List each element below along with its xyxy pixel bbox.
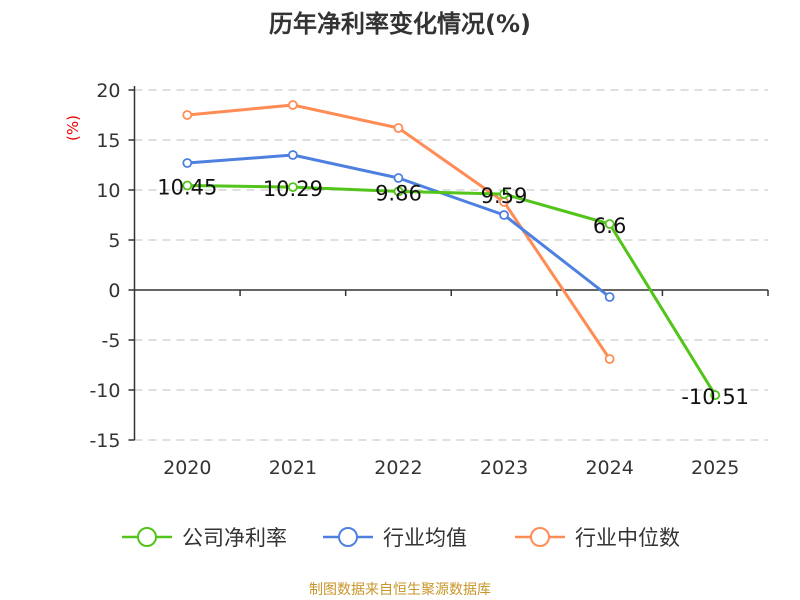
legend-marker-icon [530, 527, 550, 547]
x-tick-label: 2023 [480, 457, 528, 479]
data-point [499, 189, 509, 200]
data-point [287, 100, 298, 110]
data-point [287, 150, 298, 160]
legend-item[interactable]: 公司净利率 [122, 526, 287, 550]
y-axis-label: (%) [64, 115, 82, 141]
legend-label: 行业中位数 [575, 526, 680, 550]
y-tick-label: 10 [96, 180, 120, 202]
legend-label: 公司净利率 [182, 526, 287, 550]
y-tick-label: 5 [108, 230, 120, 252]
data-point [393, 123, 404, 133]
legend-marker-icon [137, 527, 157, 547]
data-label: 10.45 [157, 176, 217, 200]
data-point [604, 219, 615, 229]
chart-title: 历年净利率变化情况(%) [269, 10, 531, 38]
data-point [393, 173, 404, 183]
legend-label: 行业均值 [383, 526, 467, 550]
y-tick-label: 0 [108, 280, 120, 302]
x-tick-label: 2025 [691, 457, 739, 479]
data-point [182, 180, 193, 191]
data-point [182, 158, 193, 168]
y-tick-label: 20 [96, 80, 120, 102]
y-tick-label: -15 [89, 430, 120, 452]
data-point [499, 210, 509, 220]
series-line [187, 184, 717, 396]
data-label: 9.59 [481, 184, 528, 208]
y-tick-label: -10 [89, 380, 120, 402]
data-label: 6.6 [593, 214, 626, 238]
data-point [604, 354, 615, 364]
data-label: -10.51 [681, 385, 749, 409]
footer-source: 制图数据来自恒生聚源数据库 [309, 582, 491, 598]
data-label: 9.86 [375, 181, 422, 205]
legend-marker-icon [338, 527, 358, 547]
legend-item[interactable]: 行业中位数 [515, 526, 680, 550]
data-point [287, 182, 298, 193]
data-label: 10.29 [263, 177, 323, 201]
y-tick-label: -5 [102, 330, 121, 352]
x-tick-label: 2021 [269, 457, 317, 479]
data-point [604, 292, 615, 302]
x-tick-label: 2022 [374, 457, 422, 479]
legend-item[interactable]: 行业均值 [323, 526, 467, 550]
data-point [393, 186, 404, 197]
data-point [710, 390, 721, 401]
series-line [187, 103, 611, 360]
y-tick-label: 15 [96, 130, 120, 152]
x-tick-label: 2020 [163, 457, 211, 479]
data-point [182, 110, 193, 120]
x-tick-label: 2024 [585, 457, 633, 479]
